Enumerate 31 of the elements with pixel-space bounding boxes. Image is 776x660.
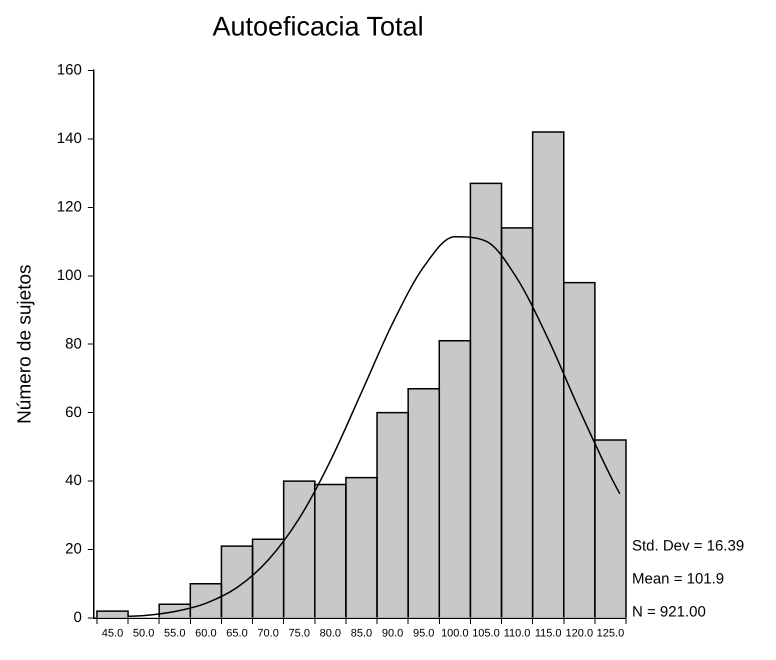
text: N = 921.00 [632,604,706,621]
x-tick-label: 100.0 [441,628,469,640]
x-tick-label: 105.0 [472,628,500,640]
y-tick-label: 160 [56,62,82,79]
y-tick-label: 0 [73,609,82,626]
x-tick-label: 55.0 [164,628,186,640]
x-tick-label: 85.0 [350,628,372,640]
y-tick-label: 100 [56,266,82,284]
y-tick-label: 40 [65,472,82,490]
y-tick-label: 140 [56,130,82,147]
y-tick-label: 20 [65,540,82,558]
x-tick-label: 120.0 [566,628,594,640]
x-tick-label: 65.0 [226,628,248,640]
x-tick-label: 115.0 [534,628,562,640]
x-tick-label: 70.0 [257,628,279,640]
x-tick-label: 125.0 [596,628,624,640]
x-tick-label: 45.0 [102,628,124,640]
x-tick-label: 60.0 [195,628,217,640]
x-tick-label: 110.0 [504,628,530,640]
text: Std. Dev = 16.39 [632,538,744,555]
y-tick-label: 60 [65,404,82,421]
x-tick-label: 90.0 [382,628,404,640]
x-tick-label: 75.0 [288,628,310,640]
x-tick-label: 50.0 [132,628,154,640]
y-axis-title: Número de sujetos [14,264,36,424]
x-tick-label: 80.0 [320,628,342,640]
y-tick-label: 120 [56,198,82,216]
text: Mean = 101.9 [632,570,724,588]
y-tick-label: 80 [65,335,82,352]
chart-title: Autoeficacia Total [212,12,424,42]
x-tick-label: 95.0 [413,628,434,640]
